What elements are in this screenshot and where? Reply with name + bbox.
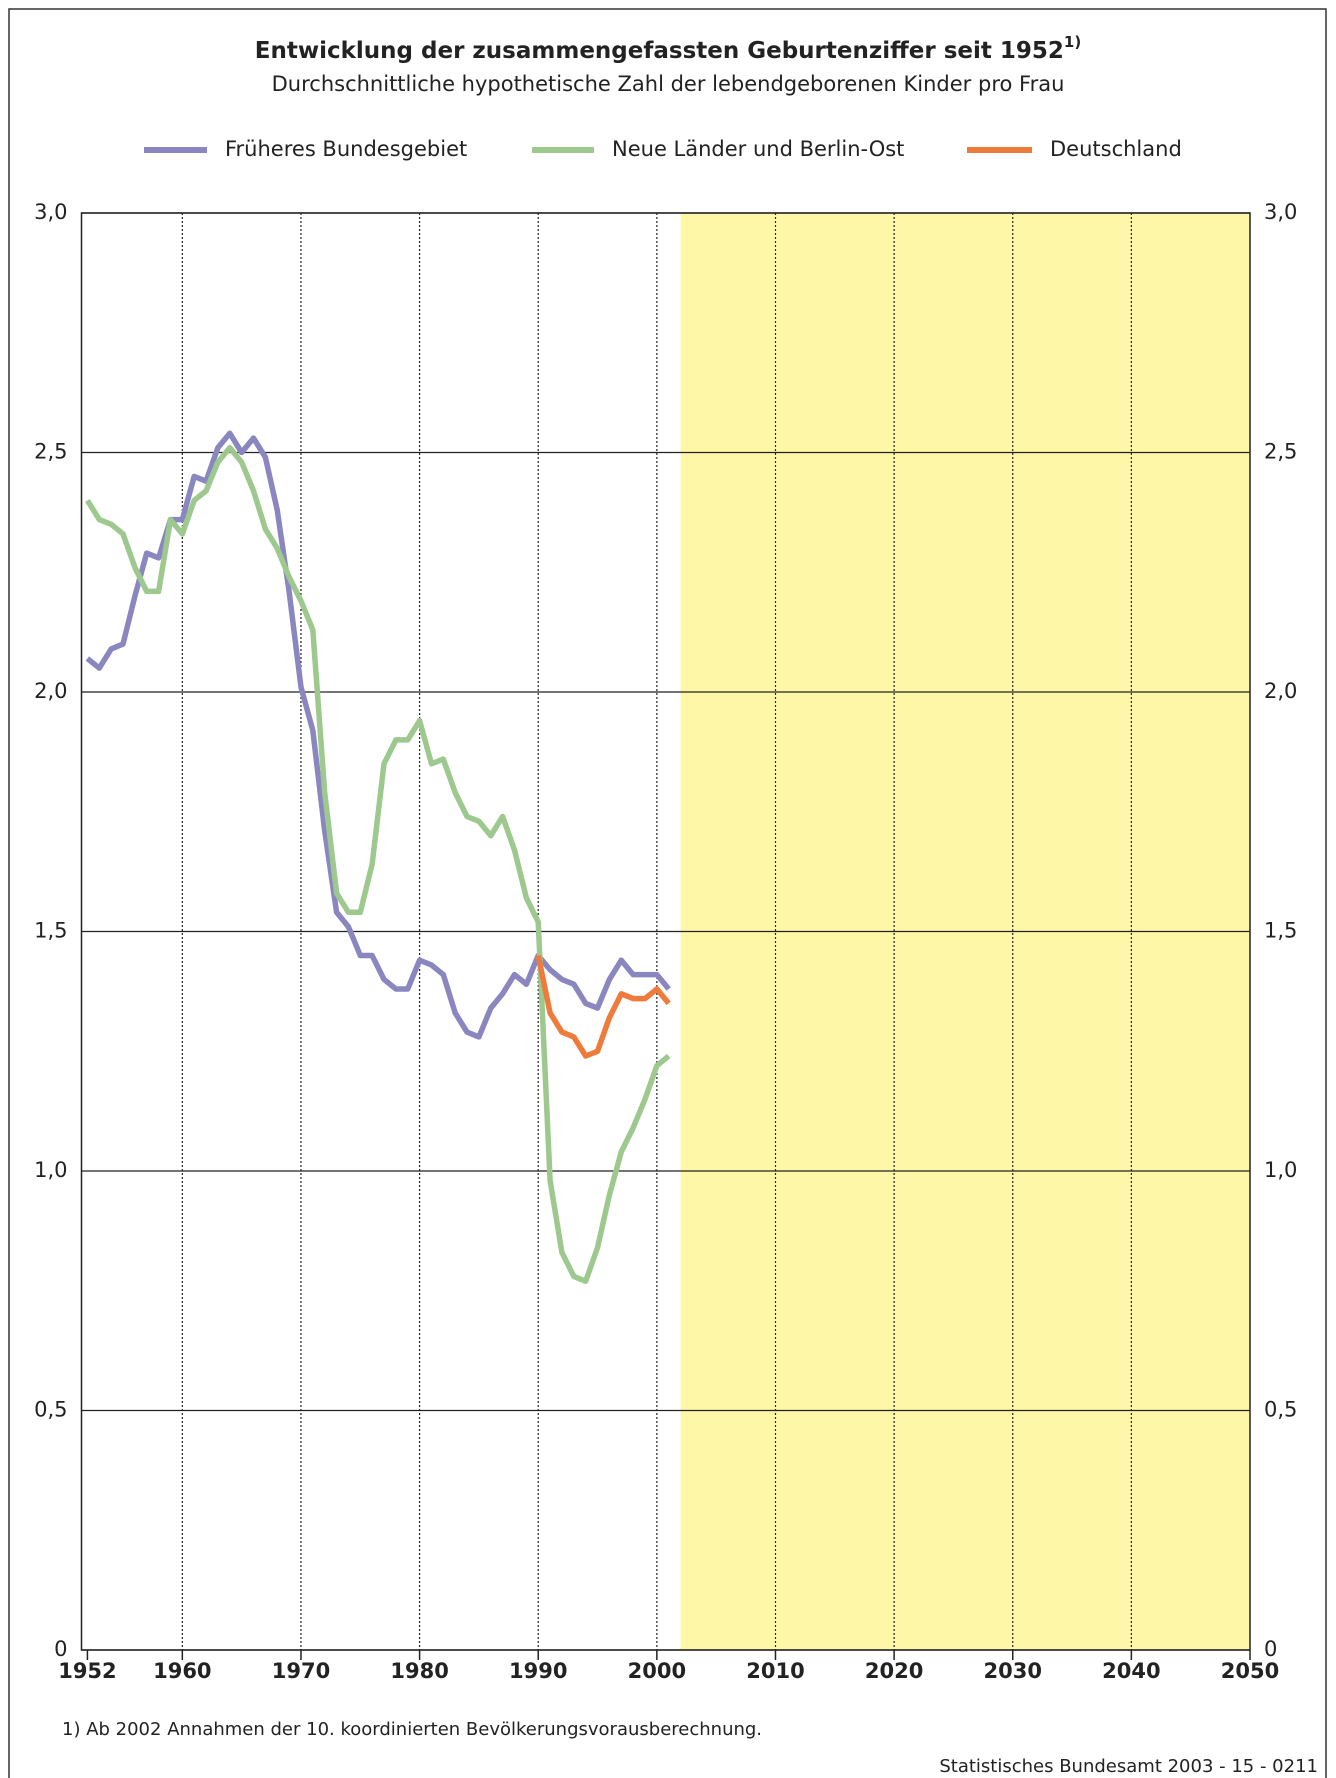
legend-label: Deutschland [1050, 137, 1182, 161]
footnote: 1) Ab 2002 Annahmen der 10. koordinierte… [62, 1719, 762, 1740]
frame [8, 8, 1327, 1778]
y2-tick-label: 0 [1264, 1637, 1277, 1661]
chart-title: Entwicklung der zusammengefassten Geburt… [255, 33, 1081, 64]
y-tick-label: 0,5 [34, 1398, 67, 1422]
subtitle: Durchschnittliche hypothetische Zahl der… [272, 72, 1065, 96]
y2-tick-label: 1,0 [1264, 1158, 1297, 1182]
x-tick-label: 1952 [58, 1659, 116, 1683]
y-tick-label: 1,5 [34, 919, 67, 943]
x-tick-label: 2010 [746, 1659, 804, 1683]
y2-tick-label: 2,0 [1264, 679, 1297, 703]
y2-tick-label: 0,5 [1264, 1398, 1297, 1422]
y2-tick-label: 1,5 [1264, 919, 1297, 943]
y-tick-label: 2,0 [34, 679, 67, 703]
x-tick-label: 2000 [628, 1659, 686, 1683]
series-line [85, 430, 671, 1040]
y-tick-label: 3,0 [34, 200, 67, 224]
title-text: Entwicklung der zusammengefassten Geburt… [255, 38, 1064, 64]
legend-label: Neue Länder und Berlin-Ost [612, 137, 904, 161]
plot-border [80, 212, 1251, 1651]
y-tick-label: 0 [54, 1637, 67, 1661]
legend-label: Früheres Bundesgebiet [225, 137, 467, 161]
source: Statistisches Bundesamt 2003 - 15 - 0211 [939, 1756, 1318, 1777]
x-tick-label: 1980 [390, 1659, 448, 1683]
x-tick-label: 2040 [1102, 1659, 1160, 1683]
series-line [535, 954, 671, 1059]
title-note: 1) [1064, 33, 1081, 51]
y2-tick-label: 2,5 [1264, 440, 1297, 464]
x-tick-label: 2050 [1221, 1659, 1279, 1683]
y2-tick-label: 3,0 [1264, 200, 1297, 224]
x-tick-label: 1970 [272, 1659, 330, 1683]
series-line [85, 444, 671, 1284]
x-tick-label: 1960 [153, 1659, 211, 1683]
y-tick-label: 1,0 [34, 1158, 67, 1182]
x-tick-label: 2020 [865, 1659, 923, 1683]
x-tick-label: 1990 [509, 1659, 567, 1683]
y-tick-label: 2,5 [34, 440, 67, 464]
x-tick-label: 2030 [984, 1659, 1042, 1683]
